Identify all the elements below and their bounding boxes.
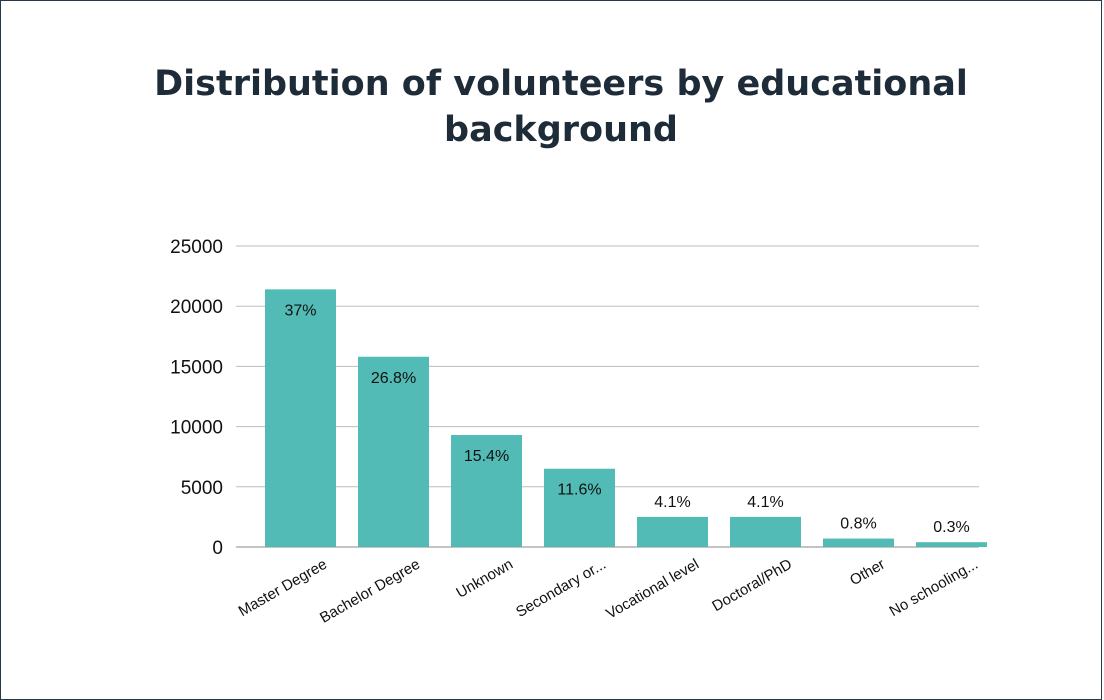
bar xyxy=(823,538,894,547)
x-tick-label: Bachelor Degree xyxy=(317,556,423,627)
bar xyxy=(544,468,615,547)
y-tick-label: 25000 xyxy=(170,237,223,258)
y-axis-ticks: 0 5000 10000 15000 20000 25000 xyxy=(170,237,223,559)
y-tick-label: 15000 xyxy=(170,357,223,378)
bars xyxy=(265,289,987,547)
x-tick-label: Vocational level xyxy=(603,556,702,623)
x-tick-label: No schooling... xyxy=(887,556,981,620)
data-label: 4.1% xyxy=(747,494,783,511)
data-labels: 37% 26.8% 15.4% 11.6% 4.1% 4.1% 0.8% 0.3% xyxy=(284,302,969,536)
bar xyxy=(637,516,708,547)
bar xyxy=(451,435,522,547)
bar xyxy=(358,356,429,547)
bar xyxy=(730,516,801,547)
bar xyxy=(265,289,336,547)
y-tick-label: 10000 xyxy=(170,418,223,439)
y-tick-label: 0 xyxy=(212,538,223,559)
x-tick-label: Unknown xyxy=(453,556,516,602)
y-tick-label: 5000 xyxy=(181,478,223,499)
data-label: 26.8% xyxy=(371,370,416,387)
x-tick-label: Secondary or... xyxy=(513,556,609,621)
data-label: 4.1% xyxy=(654,494,690,511)
x-tick-label: Doctoral/PhD xyxy=(709,556,795,615)
data-label: 0.3% xyxy=(933,519,969,536)
bar xyxy=(916,542,987,547)
data-label: 11.6% xyxy=(557,482,601,499)
data-label: 37% xyxy=(284,302,316,319)
data-label: 15.4% xyxy=(464,448,509,465)
data-label: 0.8% xyxy=(840,516,876,533)
chart-title: Distribution of volunteers by educationa… xyxy=(154,64,968,150)
x-tick-label: Other xyxy=(847,556,888,589)
bar-chart: 0 5000 10000 15000 20000 25000 37% 26.8% 15.4% 1… xyxy=(170,237,987,627)
y-tick-label: 20000 xyxy=(170,297,223,318)
x-tick-label: Master Degree xyxy=(236,556,330,620)
